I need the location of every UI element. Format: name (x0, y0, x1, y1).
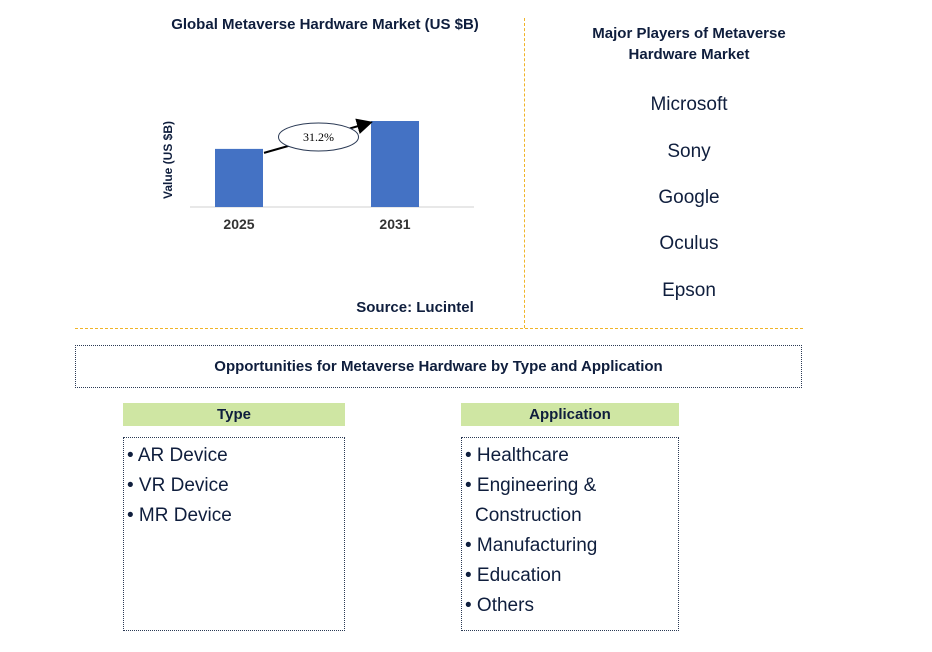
player-epson: Epson (662, 280, 716, 301)
growth-annotation-bubble (278, 122, 359, 152)
player-google: Google (658, 187, 720, 208)
application-item-manufacturing: • Manufacturing (465, 535, 598, 556)
application-item-construction: Construction (475, 505, 582, 526)
application-header: Application (461, 403, 679, 426)
y-axis-label: Value (US $B) (161, 121, 175, 199)
chart-title: Global Metaverse Hardware Market (US $B) (171, 16, 479, 33)
vertical-divider (524, 18, 525, 328)
type-item-mr-device: • MR Device (127, 505, 232, 526)
application-item-healthcare: • Healthcare (465, 445, 569, 466)
players-title: Major Players of Metaverse Hardware Mark… (592, 25, 786, 63)
source-note: Source: Lucintel (356, 299, 474, 316)
bar-2025 (215, 148, 263, 207)
application-item-engineering: • Engineering & (465, 475, 597, 496)
type-item-vr-device: • VR Device (127, 475, 229, 496)
opportunities-title-text: Opportunities for Metaverse Hardware by … (214, 358, 663, 375)
application-item-education: • Education (465, 565, 562, 586)
player-sony: Sony (667, 141, 711, 162)
player-microsoft: Microsoft (650, 94, 728, 115)
type-item-ar-device: • AR Device (127, 445, 228, 466)
opportunities-title: Opportunities for Metaverse Hardware by … (75, 345, 802, 388)
application-item-others: • Others (465, 595, 534, 616)
horizontal-divider (75, 328, 803, 329)
player-oculus: Oculus (659, 233, 719, 254)
x-tick-label: 2025 (223, 216, 254, 232)
application-list: • Healthcare • Engineering & Constructio… (461, 437, 679, 631)
bar-chart: Value (US $B) 2025 2031 31.2% (161, 118, 474, 232)
growth-annotation-label: 31.2% (303, 130, 334, 144)
type-list: • AR Device • VR Device • MR Device (123, 437, 345, 631)
bar-2031 (371, 121, 419, 207)
type-header: Type (123, 403, 345, 426)
x-tick-label: 2031 (379, 216, 410, 232)
